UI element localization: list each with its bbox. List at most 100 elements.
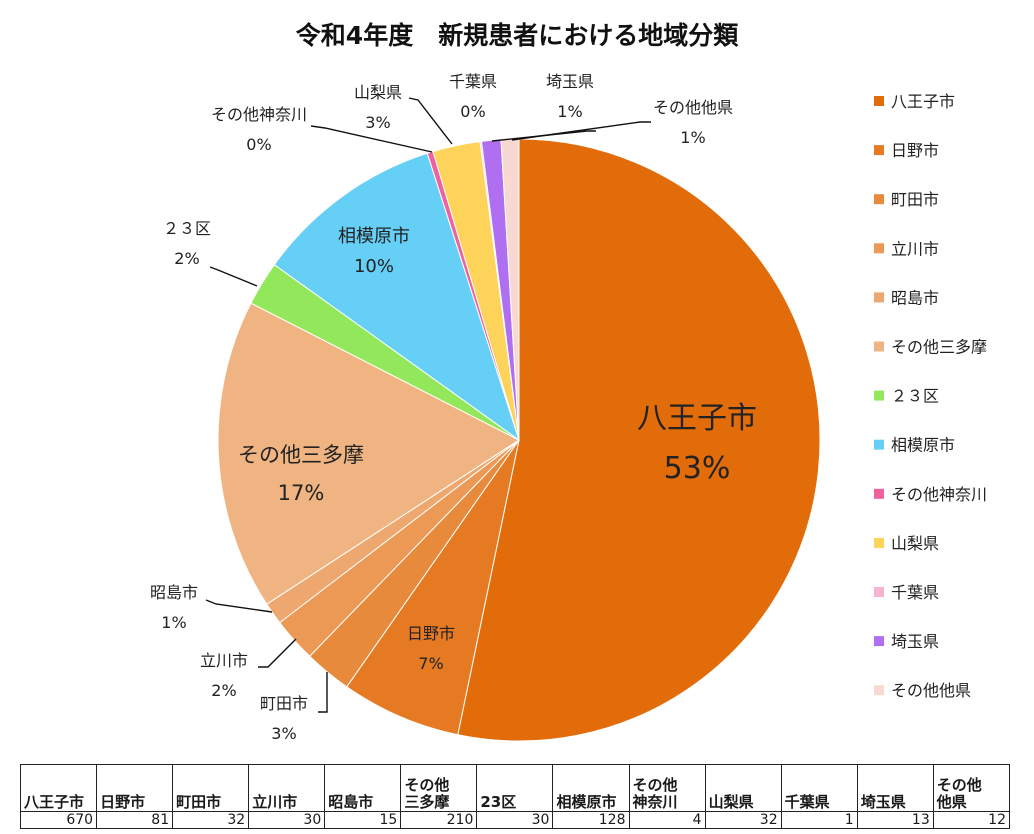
table-header-cell: 相模原市 <box>552 764 630 812</box>
slice-percent-label: 10% <box>354 256 394 277</box>
data-table: 八王子市 日野市 町田市 立川市 昭島市 その他 三多摩 23区 相模原市 その他 神奈川 山梨県 千葉… <box>19 764 1011 829</box>
legend-label: 相模原市 <box>891 436 955 455</box>
slice-category-label: 立川市 <box>200 651 248 670</box>
table-header-cell: その他 三多摩 <box>400 764 478 812</box>
leader-line <box>408 97 453 145</box>
legend-item: その他神奈川 <box>874 485 987 504</box>
pie-slice <box>217 302 520 605</box>
slice-percent-label: 17% <box>278 481 325 505</box>
slice-percent-label: 3% <box>365 113 390 132</box>
table-header-cell: その他 他県 <box>932 764 1011 812</box>
slice-percent-label: 1% <box>557 102 582 121</box>
table-header-cell: 千葉県 <box>780 764 858 812</box>
slice-category-label: 日野市 <box>407 624 455 643</box>
table-header-cell: 立川市 <box>248 764 326 812</box>
table-header-cell: その他 神奈川 <box>628 764 706 812</box>
table-value-cell: 30 <box>476 811 554 829</box>
slice-category-label: 八王子市 <box>637 401 757 436</box>
table-value-cell: 4 <box>628 811 706 829</box>
slice-percent-label: 7% <box>418 654 443 673</box>
slice-percent-label: 3% <box>271 724 296 743</box>
table-header-row: 八王子市 日野市 町田市 立川市 昭島市 その他 三多摩 23区 相模原市 その他 神奈川 山梨県 千葉… <box>19 764 1011 812</box>
legend-item: その他他県 <box>874 681 971 700</box>
slice-percent-label: 1% <box>680 128 705 147</box>
slice-category-label: ２３区 <box>163 219 211 238</box>
slice-category-label: その他神奈川 <box>211 105 307 124</box>
legend-swatch <box>874 341 884 352</box>
legend-item: その他三多摩 <box>874 338 987 357</box>
leader-line <box>205 599 273 613</box>
table-header-cell: 日野市 <box>96 764 174 812</box>
legend-label: 千葉県 <box>891 583 939 602</box>
table-value-cell: 128 <box>552 811 630 829</box>
legend-item: 山梨県 <box>874 534 939 553</box>
legend-label: ２３区 <box>891 387 939 406</box>
legend-swatch <box>874 243 884 254</box>
legend-item: ２３区 <box>874 387 939 406</box>
legend-item: 町田市 <box>874 190 939 209</box>
table-value-cell: 13 <box>856 811 934 829</box>
slice-category-label: その他他県 <box>653 98 733 117</box>
slice-percent-label: 0% <box>246 135 271 154</box>
table-value-cell: 670 <box>19 811 98 829</box>
pie-slices <box>217 138 821 742</box>
table-value-cell: 30 <box>248 811 326 829</box>
slice-category-label: その他三多摩 <box>238 443 364 467</box>
legend-item: 埼玉県 <box>874 632 939 651</box>
table-value-cell: 81 <box>96 811 174 829</box>
leader-line <box>318 672 328 713</box>
legend-item: 立川市 <box>874 239 939 258</box>
table-value-row: 670 81 32 30 15 210 30 128 4 32 1 13 12 <box>19 811 1011 829</box>
legend-swatch <box>874 96 884 106</box>
table-header-cell: 山梨県 <box>704 764 782 812</box>
slice-category-label: 千葉県 <box>449 72 497 91</box>
legend-swatch <box>874 685 884 696</box>
slice-labels: 八王子市 53% 日野市 7% 町田市 3% 立川市 2% 昭島市 1% その他三多摩 17% ２３区 2… <box>150 72 757 743</box>
table-header-cell: 昭島市 <box>324 764 402 812</box>
legend-swatch <box>874 537 884 548</box>
legend-swatch <box>874 390 884 401</box>
legend-swatch <box>874 292 884 303</box>
table-header-cell: 町田市 <box>172 764 250 812</box>
legend-label: 日野市 <box>891 141 939 160</box>
slice-category-label: 埼玉県 <box>546 72 594 91</box>
table-header-cell: 八王子市 <box>19 764 98 812</box>
slice-category-label: 昭島市 <box>150 583 198 602</box>
legend-label: 町田市 <box>891 190 939 209</box>
table-value-cell: 210 <box>400 811 478 829</box>
legend-swatch <box>874 194 884 205</box>
leader-lines <box>205 97 651 713</box>
legend-swatch <box>874 587 884 597</box>
slice-percent-label: 2% <box>174 249 199 268</box>
legend-label: 山梨県 <box>891 534 939 553</box>
leader-line <box>209 266 258 287</box>
slice-category-label: 山梨県 <box>354 83 402 102</box>
legend-label: その他神奈川 <box>891 485 987 504</box>
legend-item: 八王子市 <box>874 92 955 111</box>
slice-percent-label: 53% <box>664 451 731 486</box>
pie-slice <box>457 138 821 742</box>
table-value-cell: 15 <box>324 811 402 829</box>
slice-percent-label: 1% <box>161 613 186 632</box>
slice-category-label: 町田市 <box>260 694 308 713</box>
slice-category-label: 相模原市 <box>338 226 410 247</box>
legend-label: 八王子市 <box>891 92 955 111</box>
leader-line <box>258 638 297 668</box>
legend-label: 埼玉県 <box>891 632 939 651</box>
legend-item: 昭島市 <box>874 288 939 307</box>
table-header-cell: 埼玉県 <box>856 764 934 812</box>
legend-item: 相模原市 <box>874 436 955 455</box>
legend-swatch <box>874 145 884 156</box>
slice-percent-label: 0% <box>460 102 485 121</box>
table-value-cell: 32 <box>172 811 250 829</box>
pie-chart: 令和4年度 新規患者における地域分類 八王子市 53% 日野市 7% 町田市 3% 立川市 2… <box>150 21 987 743</box>
table-value-cell: 12 <box>932 811 1011 829</box>
legend-swatch <box>874 439 884 450</box>
legend-swatch <box>874 488 884 499</box>
table-value-cell: 32 <box>704 811 782 829</box>
legend-label: その他他県 <box>891 681 971 700</box>
legend-label: 立川市 <box>891 239 939 258</box>
slice-percent-label: 2% <box>211 681 236 700</box>
legend-swatch <box>874 636 884 647</box>
